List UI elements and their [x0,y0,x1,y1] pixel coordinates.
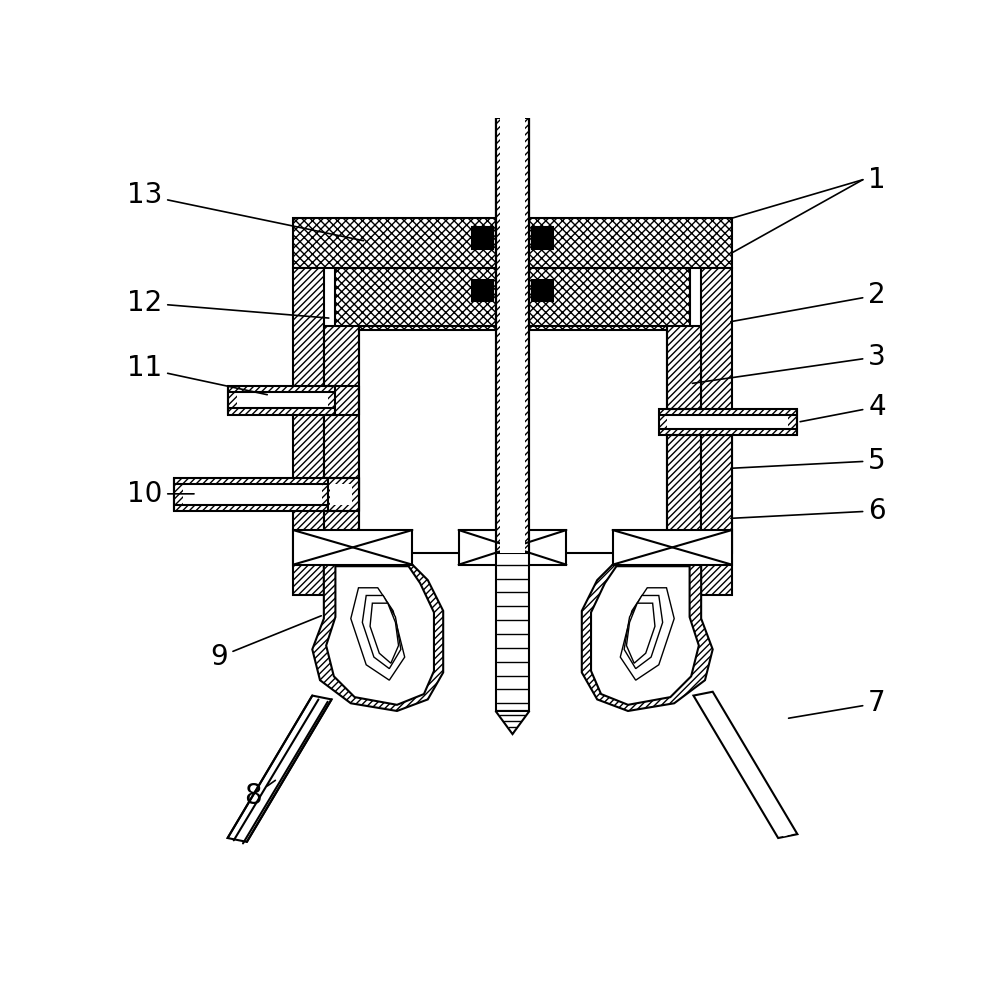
Text: 1: 1 [868,165,886,194]
Bar [228,386,335,414]
Text: 3: 3 [692,342,886,384]
Polygon shape [582,565,713,711]
Bar [237,393,328,408]
Bar [659,409,797,435]
Text: 13: 13 [127,181,363,241]
Text: 8: 8 [245,780,275,810]
Text: 5: 5 [731,447,886,474]
Polygon shape [370,603,399,663]
Bar [500,118,525,553]
Bar [532,279,553,301]
Polygon shape [362,595,401,669]
Bar [613,530,732,565]
Bar [330,484,352,505]
Bar [666,415,788,429]
Polygon shape [326,566,434,705]
Text: 11: 11 [127,354,267,395]
Polygon shape [620,587,674,680]
Polygon shape [312,565,443,711]
Polygon shape [351,587,405,680]
Text: 9: 9 [210,616,321,671]
Bar [293,218,732,269]
Bar [532,227,553,249]
Text: 6: 6 [731,497,886,524]
Bar [496,118,529,553]
Bar [496,553,529,711]
Text: 10: 10 [127,480,194,508]
Bar [459,530,566,565]
Polygon shape [496,711,529,734]
Polygon shape [703,695,791,836]
Bar [324,326,358,553]
Polygon shape [591,566,699,705]
Bar [335,269,690,330]
Text: 7: 7 [789,689,886,718]
Polygon shape [228,696,332,842]
Text: 4: 4 [800,393,886,422]
Text: 2: 2 [731,281,886,322]
Bar [701,269,732,595]
Bar [472,279,493,301]
Bar [358,326,666,553]
Polygon shape [624,595,663,669]
Bar [183,484,322,505]
Text: 12: 12 [127,289,329,318]
Bar [666,326,701,553]
Bar [293,530,412,565]
Bar [701,435,732,553]
Bar [472,227,493,249]
Bar [293,269,324,595]
Polygon shape [626,603,655,663]
Bar [324,477,358,511]
Bar [496,118,529,241]
Polygon shape [693,692,797,838]
Bar [174,477,328,511]
